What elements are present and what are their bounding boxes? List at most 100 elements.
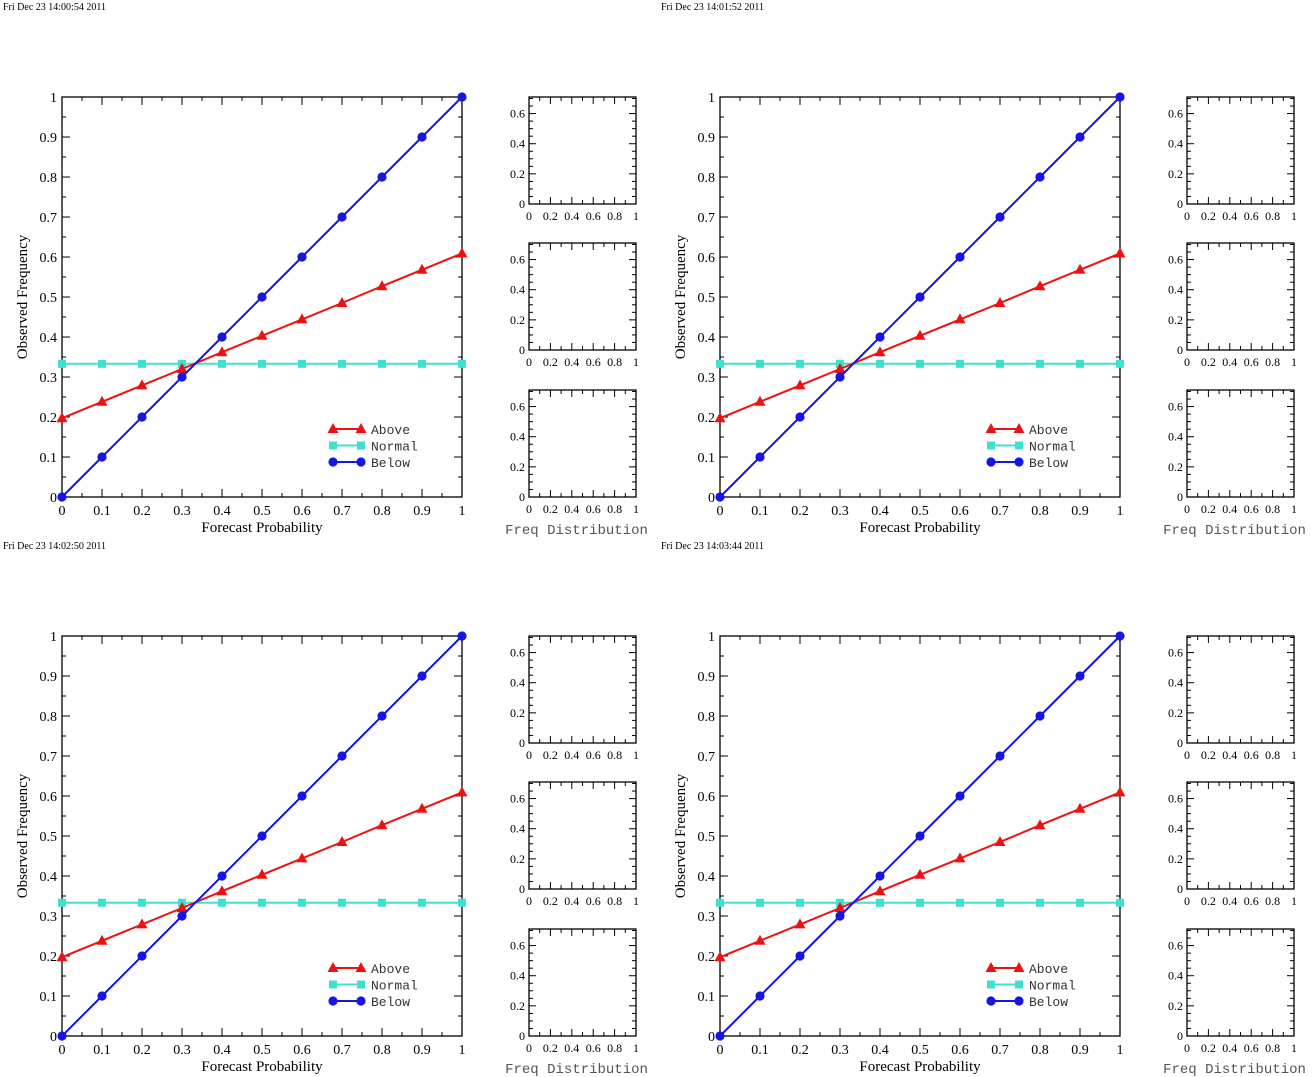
data-point-normal	[916, 898, 924, 907]
hist-x-tick-label: 0	[526, 502, 532, 516]
hist-y-tick-label: 0.2	[1168, 313, 1183, 327]
y-tick-label: 1	[50, 630, 57, 645]
hist-y-tick-label: 0.2	[510, 460, 525, 474]
data-point-normal	[138, 898, 146, 907]
x-tick-label: 0.2	[133, 1043, 151, 1058]
legend-marker-above	[1013, 962, 1025, 972]
freq-hist-2: 0 0.2 0.4 0.6 0.8 1 0 0.2 0.4 0.6	[1168, 781, 1297, 908]
y-tick-label: 1	[708, 630, 715, 645]
x-tick-label: 0.9	[1071, 504, 1089, 519]
panel-4: Fri Dec 23 14:03:44 2011000.10.10.20.20.…	[661, 541, 1306, 1077]
legend-marker-above	[1013, 423, 1025, 433]
data-point-below	[835, 372, 845, 382]
x-tick-label: 0.6	[293, 1043, 311, 1058]
hist-y-tick-label: 0	[519, 490, 525, 504]
data-point-above	[176, 902, 188, 912]
data-point-normal	[98, 359, 106, 368]
hist-x-tick-label: 0.4	[564, 209, 579, 223]
hist-x-tick-label: 0.6	[586, 209, 601, 223]
data-point-normal	[418, 359, 426, 368]
data-point-normal	[1116, 359, 1124, 368]
hist-y-tick-label: 0.2	[510, 706, 525, 720]
hist-x-tick-label: 1	[633, 1041, 639, 1055]
freq-hist-2: 0 0.2 0.4 0.6 0.8 1 0 0.2 0.4 0.6	[510, 781, 639, 908]
hist-frame	[1186, 242, 1295, 351]
data-point-normal	[1036, 898, 1044, 907]
freq-hist-2: 0 0.2 0.4 0.6 0.8 1 0 0.2 0.4 0.6	[1168, 242, 1297, 369]
freq-hist-2: 0 0.2 0.4 0.6 0.8 1 0 0.2 0.4 0.6	[510, 242, 639, 369]
y-tick-label: 0.9	[40, 670, 58, 685]
hist-y-tick-label: 0.2	[1168, 706, 1183, 720]
legend-marker-normal	[1015, 441, 1023, 450]
hist-y-tick-label: 0.4	[510, 969, 525, 983]
hist-frame	[1186, 928, 1295, 1037]
data-point-below	[57, 492, 67, 502]
data-point-below	[337, 212, 347, 222]
y-tick-label: 0.5	[698, 291, 716, 306]
data-point-below	[995, 751, 1005, 761]
hist-x-tick-label: 0.6	[586, 355, 601, 369]
hist-y-tick-label: 0.6	[510, 400, 525, 414]
y-tick-label: 0.3	[698, 371, 716, 386]
data-point-above	[416, 263, 428, 274]
data-point-below	[795, 412, 805, 422]
hist-y-tick-label: 0.4	[1168, 822, 1183, 836]
data-point-above	[296, 313, 308, 324]
data-point-above	[56, 412, 68, 423]
hist-y-tick-label: 0.6	[1168, 253, 1183, 267]
hist-x-tick-label: 0.4	[564, 748, 579, 762]
y-tick-label: 0.8	[40, 171, 58, 186]
y-axis-label: Observed Frequency	[15, 234, 31, 359]
hist-y-tick-label: 0.4	[1168, 430, 1183, 444]
data-point-below	[755, 991, 765, 1001]
y-tick-label: 0.3	[40, 910, 58, 925]
y-tick-label: 0.8	[698, 710, 716, 725]
hist-x-tick-label: 1	[633, 502, 639, 516]
hist-x-tick-label: 0.4	[564, 894, 579, 908]
data-point-below	[137, 412, 147, 422]
hist-y-tick-label: 0.2	[1168, 460, 1183, 474]
panel-1: Fri Dec 23 14:00:54 2011000.10.10.20.20.…	[3, 2, 648, 539]
y-tick-label: 0.7	[40, 750, 58, 765]
data-point-normal	[418, 898, 426, 907]
y-tick-label: 0	[50, 1030, 57, 1045]
hist-x-tick-label: 0.4	[564, 1041, 579, 1055]
data-point-above	[834, 902, 846, 912]
hist-x-tick-label: 0.4	[1222, 1041, 1237, 1055]
data-point-normal	[756, 898, 764, 907]
hist-y-tick-label: 0.6	[510, 107, 525, 121]
x-tick-label: 0.6	[293, 504, 311, 519]
x-tick-label: 0.5	[253, 1043, 271, 1058]
data-point-above	[914, 868, 926, 879]
y-tick-label: 0.7	[698, 211, 716, 226]
data-point-below	[955, 791, 965, 801]
data-point-normal	[218, 898, 226, 907]
data-point-normal	[458, 359, 466, 368]
series-normal	[716, 898, 1124, 907]
data-point-below	[97, 991, 107, 1001]
hist-x-tick-label: 0	[1184, 894, 1190, 908]
legend-label-above: Above	[1029, 423, 1068, 438]
data-point-above	[1074, 263, 1086, 274]
hist-frame	[528, 389, 637, 498]
data-point-normal	[956, 898, 964, 907]
x-tick-label: 0.2	[133, 504, 151, 519]
hist-x-tick-label: 0.2	[543, 209, 558, 223]
hist-y-tick-label: 0.6	[510, 646, 525, 660]
freq-hist-1: 0 0.2 0.4 0.6 0.8 1 0 0.2 0.4 0.6	[510, 635, 639, 762]
x-tick-label: 0.7	[333, 504, 351, 519]
data-point-above	[1034, 819, 1046, 830]
panel-2: Fri Dec 23 14:01:52 2011000.10.10.20.20.…	[661, 2, 1306, 539]
x-tick-label: 0.8	[373, 504, 391, 519]
hist-x-tick-label: 0.2	[543, 502, 558, 516]
data-point-below	[457, 631, 467, 641]
x-axis-label: Forecast Probability	[859, 1059, 981, 1075]
data-point-normal	[338, 359, 346, 368]
data-point-above	[336, 836, 348, 846]
x-tick-label: 0.3	[173, 1043, 191, 1058]
data-point-normal	[58, 359, 66, 368]
series-below	[57, 631, 467, 1041]
hist-y-tick-label: 0.4	[510, 822, 525, 836]
y-tick-label: 0.8	[40, 710, 58, 725]
